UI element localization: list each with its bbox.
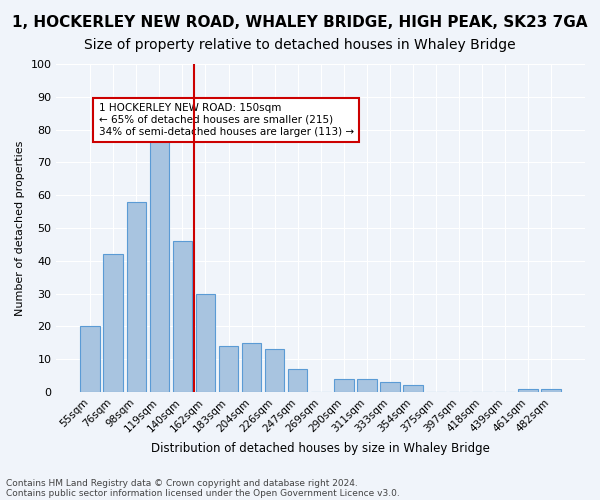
X-axis label: Distribution of detached houses by size in Whaley Bridge: Distribution of detached houses by size … bbox=[151, 442, 490, 455]
Bar bbox=[265, 350, 284, 392]
Bar bbox=[357, 379, 377, 392]
Bar bbox=[219, 346, 238, 392]
Bar bbox=[334, 379, 353, 392]
Text: 1, HOCKERLEY NEW ROAD, WHALEY BRIDGE, HIGH PEAK, SK23 7GA: 1, HOCKERLEY NEW ROAD, WHALEY BRIDGE, HI… bbox=[12, 15, 588, 30]
Text: 1 HOCKERLEY NEW ROAD: 150sqm
← 65% of detached houses are smaller (215)
34% of s: 1 HOCKERLEY NEW ROAD: 150sqm ← 65% of de… bbox=[99, 104, 354, 136]
Bar bbox=[403, 386, 422, 392]
Bar bbox=[380, 382, 400, 392]
Bar bbox=[196, 294, 215, 392]
Bar bbox=[80, 326, 100, 392]
Text: Contains HM Land Registry data © Crown copyright and database right 2024.: Contains HM Land Registry data © Crown c… bbox=[6, 478, 358, 488]
Bar bbox=[173, 241, 192, 392]
Bar bbox=[541, 388, 561, 392]
Bar bbox=[149, 140, 169, 392]
Bar bbox=[103, 254, 123, 392]
Text: Size of property relative to detached houses in Whaley Bridge: Size of property relative to detached ho… bbox=[84, 38, 516, 52]
Text: Contains public sector information licensed under the Open Government Licence v3: Contains public sector information licen… bbox=[6, 488, 400, 498]
Bar bbox=[518, 388, 538, 392]
Bar bbox=[127, 202, 146, 392]
Y-axis label: Number of detached properties: Number of detached properties bbox=[15, 140, 25, 316]
Bar bbox=[288, 369, 307, 392]
Bar bbox=[242, 343, 262, 392]
